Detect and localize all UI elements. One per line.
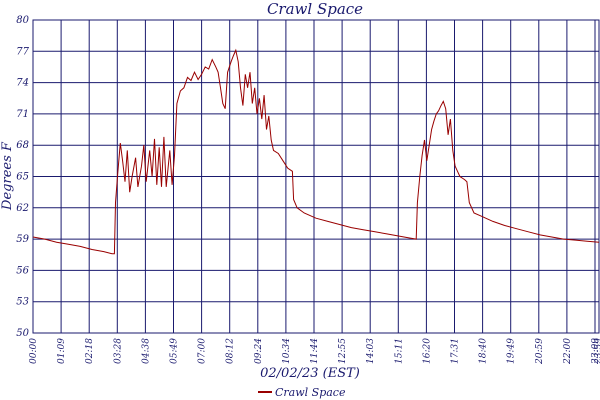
x-tick-label: 23:09	[591, 338, 600, 365]
y-tick-label: 59	[16, 234, 29, 245]
y-tick-label: 50	[16, 328, 29, 339]
y-tick-label: 62	[16, 203, 29, 214]
y-tick-label: 65	[16, 172, 29, 183]
x-tick-label: 04:38	[141, 338, 151, 364]
x-tick-label: 18:40	[479, 338, 489, 364]
x-tick-label: 05:49	[170, 338, 180, 364]
y-tick-label: 71	[16, 109, 29, 120]
x-tick-label: 15:11	[394, 338, 404, 364]
x-tick-label: 02:18	[85, 338, 95, 364]
x-tick-label: 07:00	[198, 338, 208, 364]
legend: Crawl Space	[258, 386, 346, 399]
x-tick-label: 14:03	[366, 338, 376, 364]
x-tick-label: 19:49	[507, 338, 517, 364]
x-tick-label: 17:31	[451, 338, 461, 364]
y-tick-label: 56	[16, 265, 29, 276]
x-tick-label: 03:28	[113, 338, 123, 364]
y-tick-label: 80	[16, 15, 29, 26]
y-tick-label: 77	[16, 46, 29, 57]
y-tick-label: 53	[16, 297, 29, 308]
legend-label: Crawl Space	[275, 386, 346, 399]
x-tick-label: 11:44	[310, 338, 320, 364]
series-line-crawl-space	[32, 48, 600, 255]
x-tick-label: 10:34	[282, 338, 292, 364]
y-axis-label: Degrees F	[0, 141, 15, 211]
y-tick-label: 74	[16, 78, 29, 89]
x-tick-label: 23:59	[594, 338, 600, 365]
y-tick-label: 68	[16, 140, 29, 151]
y-axis-ticks: 50 53 56 59 62 65 68 71 74 77 80	[16, 15, 29, 339]
x-axis-ticks: 00:00 01:09 02:18 03:28 04:38 05:49 07:00 08:12…	[29, 338, 600, 365]
x-tick-label: 22:00	[563, 338, 573, 365]
x-tick-label: 00:00	[29, 338, 39, 364]
x-tick-label: 09:24	[254, 338, 264, 364]
x-axis-label: 02/02/23 (EST)	[260, 366, 360, 381]
x-tick-label: 01:09	[57, 338, 67, 364]
x-tick-label: 16:20	[422, 338, 432, 364]
x-tick-label: 08:12	[226, 338, 236, 364]
plot-frame	[32, 19, 600, 334]
x-tick-label: 12:55	[338, 338, 348, 364]
x-tick-label: 20:59	[535, 338, 545, 365]
chart-title: Crawl Space	[267, 0, 363, 18]
